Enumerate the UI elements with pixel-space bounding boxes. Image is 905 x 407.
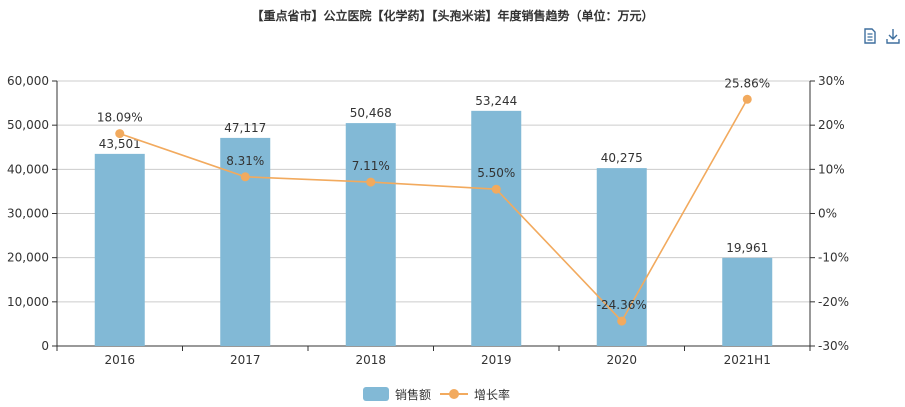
bar-value-label: 50,468 — [350, 106, 392, 120]
bar-value-label: 43,501 — [99, 137, 141, 151]
x-axis-tick-label: 2017 — [230, 353, 261, 367]
growth-point — [240, 172, 250, 182]
legend-label-sales: 销售额 — [395, 387, 432, 402]
chart-title: 【重点省市】公立医院【化学药】【头孢米诺】年度销售趋势（单位：万元） — [251, 9, 654, 23]
left-axis-tick-label: 50,000 — [7, 118, 49, 132]
bar — [471, 110, 522, 347]
right-axis-tick-label: 30% — [818, 74, 845, 88]
x-axis-tick-label: 2019 — [481, 353, 512, 367]
left-axis-tick-label: 30,000 — [7, 207, 49, 221]
x-axis-tick-label: 2020 — [606, 353, 637, 367]
growth-value-label: 25.86% — [724, 76, 770, 90]
right-axis-tick-label: -30% — [818, 339, 849, 353]
left-axis-tick-label: 40,000 — [7, 162, 49, 176]
bar — [94, 153, 145, 346]
right-axis-tick-label: 20% — [818, 118, 845, 132]
bar — [722, 257, 773, 346]
bar — [220, 137, 271, 346]
legend: 销售额 增长率 — [0, 384, 905, 404]
x-axis-tick-label: 2016 — [104, 353, 135, 367]
legend-label-growth: 增长率 — [474, 387, 511, 402]
growth-value-label: 5.50% — [477, 166, 515, 180]
growth-value-label: 7.11% — [352, 159, 390, 173]
growth-point — [115, 129, 125, 139]
legend-bar-swatch — [363, 387, 389, 401]
growth-value-label: 8.31% — [226, 154, 264, 168]
growth-point — [617, 316, 627, 326]
legend-line-swatch — [440, 387, 468, 401]
growth-point — [366, 177, 376, 187]
bar-value-label: 40,275 — [601, 151, 643, 165]
legend-item-growth[interactable]: 增长率 — [440, 384, 510, 404]
growth-value-label: 18.09% — [97, 111, 143, 125]
bar — [596, 168, 647, 346]
right-axis-tick-label: -20% — [818, 295, 849, 309]
growth-point — [742, 94, 752, 104]
chart-plot: 0 -30% 10,000 -20% 20,000 -10% 30,000 0% 40,000 1… — [7, 74, 849, 367]
x-axis-tick-label: 2021H1 — [724, 353, 771, 367]
left-axis-tick-label: 20,000 — [7, 251, 49, 265]
right-axis-tick-label: -10% — [818, 251, 849, 265]
bar-value-label: 47,117 — [224, 121, 266, 135]
bar — [345, 123, 396, 346]
x-axis-tick-label: 2018 — [355, 353, 386, 367]
left-axis-tick-label: 0 — [41, 339, 49, 353]
left-axis-tick-label: 10,000 — [7, 295, 49, 309]
growth-point — [491, 184, 501, 194]
bar-value-label: 53,244 — [475, 94, 517, 108]
left-axis-tick-label: 60,000 — [7, 74, 49, 88]
download-icon[interactable] — [884, 27, 902, 45]
growth-line — [119, 98, 748, 323]
legend-item-sales[interactable]: 销售额 — [363, 384, 431, 404]
bar-value-label: 19,961 — [726, 241, 768, 255]
data-view-icon[interactable] — [861, 27, 879, 45]
right-axis-tick-label: 0% — [818, 207, 837, 221]
growth-value-label: -24.36% — [597, 298, 647, 312]
right-axis-tick-label: 10% — [818, 162, 845, 176]
